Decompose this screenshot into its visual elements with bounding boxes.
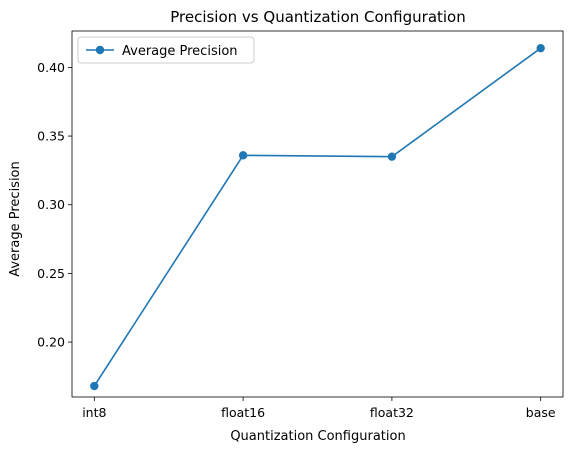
plot-frame (71, 30, 564, 398)
y-tick-label: 0.20 (37, 335, 65, 350)
chart-title: Precision vs Quantization Configuration (170, 8, 466, 26)
y-tick-label: 0.35 (37, 129, 65, 144)
legend-marker (95, 45, 105, 55)
plot-area: 0.20 0.25 0.30 0.35 0.40 int8 float16 float32 ba… (37, 30, 564, 420)
y-tick-label: 0.40 (37, 60, 65, 75)
x-tick-label: float32 (370, 405, 414, 420)
data-point (90, 381, 99, 391)
y-tick-label: 0.30 (37, 197, 65, 212)
x-tick-label: float16 (221, 405, 265, 420)
legend-box (77, 36, 255, 64)
data-point (387, 152, 397, 161)
series-line (93, 47, 542, 387)
x-tick-label: base (526, 405, 556, 420)
y-tick-label: 0.25 (37, 266, 65, 281)
legend: Average Precision (77, 36, 255, 64)
legend-label: Average Precision (122, 44, 238, 59)
y-axis-label: Average Precision (8, 161, 23, 277)
x-axis-label: Quantization Configuration (230, 429, 405, 444)
x-tick-label: int8 (82, 405, 106, 420)
data-point (238, 151, 248, 160)
data-point (536, 43, 545, 53)
